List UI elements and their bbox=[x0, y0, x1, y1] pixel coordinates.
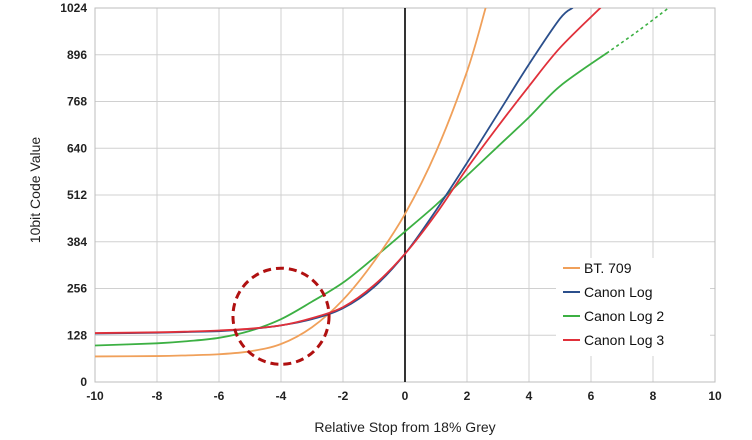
y-tick-label: 0 bbox=[80, 375, 87, 389]
y-axis-title: 10bit Code Value bbox=[27, 137, 43, 244]
x-axis-title: Relative Stop from 18% Grey bbox=[314, 419, 495, 435]
annotation-layer bbox=[231, 266, 331, 366]
ticks: -10 -8 -6 -4 -2 0 2 4 6 8 10 0 128 256 384 512 640 768 896… bbox=[60, 1, 722, 403]
legend-label-canon-log-3: Canon Log 3 bbox=[584, 332, 664, 348]
series-line-canon-log-2-dashed bbox=[606, 8, 669, 54]
y-tick-label: 128 bbox=[67, 328, 87, 342]
y-tick-label: 256 bbox=[67, 282, 87, 296]
legend-label-bt-709: BT. 709 bbox=[584, 260, 632, 276]
y-tick-label: 640 bbox=[67, 141, 87, 155]
y-tick-label: 1024 bbox=[60, 1, 87, 15]
legend-label-canon-log-2: Canon Log 2 bbox=[584, 308, 664, 324]
legend-box bbox=[556, 258, 710, 356]
series-line-canon-log bbox=[95, 8, 574, 335]
x-tick-label: -10 bbox=[86, 389, 104, 403]
x-tick-label: -4 bbox=[276, 389, 287, 403]
y-tick-label: 768 bbox=[67, 95, 87, 109]
y-tick-label: 512 bbox=[67, 188, 87, 202]
x-tick-label: 8 bbox=[650, 389, 657, 403]
x-tick-label: -6 bbox=[214, 389, 225, 403]
x-tick-label: -2 bbox=[338, 389, 349, 403]
x-tick-label: 0 bbox=[402, 389, 409, 403]
series-line-bt-709 bbox=[95, 8, 487, 358]
y-tick-label: 896 bbox=[67, 48, 87, 62]
y-tick-label: 384 bbox=[67, 235, 87, 249]
x-tick-label: 10 bbox=[708, 389, 722, 403]
x-tick-label: 6 bbox=[588, 389, 595, 403]
series-line-canon-log-3 bbox=[95, 8, 602, 334]
x-tick-label: -8 bbox=[152, 389, 163, 403]
x-tick-label: 2 bbox=[464, 389, 471, 403]
legend: BT. 709 Canon Log Canon Log 2 Canon Log 3 bbox=[556, 258, 710, 356]
series-line-canon-log-2 bbox=[95, 52, 608, 347]
series-layer bbox=[95, 8, 669, 358]
legend-label-canon-log: Canon Log bbox=[584, 284, 653, 300]
x-tick-label: 4 bbox=[526, 389, 533, 403]
highlight-circle bbox=[231, 266, 331, 366]
